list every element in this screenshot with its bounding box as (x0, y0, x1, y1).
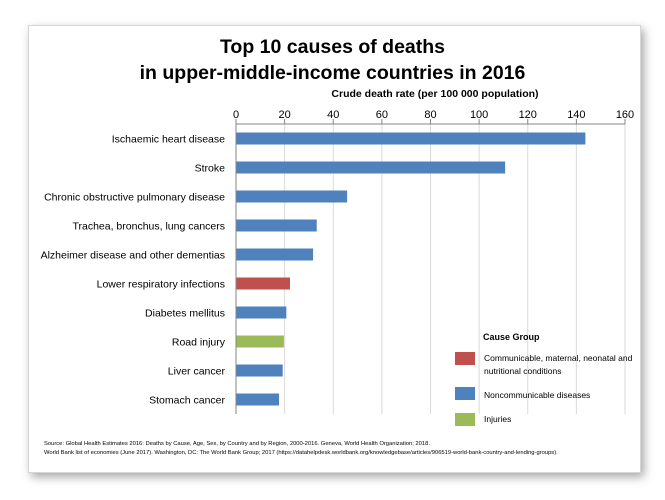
x-tick-label: 140 (567, 109, 585, 121)
x-tick-label: 120 (519, 109, 537, 121)
bar (236, 335, 284, 348)
category-label: Road injury (172, 337, 226, 349)
legend-label-communicable: Communicable, maternal, neonatal and nut… (484, 353, 633, 376)
legend-item-noncommunicable: Noncommunicable diseases (455, 387, 634, 402)
category-label: Stroke (195, 163, 226, 175)
legend-title: Cause Group (483, 332, 540, 342)
chart-card (28, 25, 641, 473)
x-tick-label: 20 (279, 109, 291, 121)
category-label: Alzheimer disease and other dementias (41, 250, 225, 262)
x-tick-label: 160 (616, 109, 634, 121)
source-line-1: Source: Global Health Estimates 2016: De… (44, 441, 430, 447)
category-label: Liver cancer (168, 366, 226, 378)
bar (236, 277, 290, 290)
bar (236, 364, 283, 377)
chart-title-line1: Top 10 causes of deaths (219, 36, 446, 58)
bar (236, 132, 586, 145)
legend-item-injuries: Injuries (455, 413, 634, 426)
chart-title-line2: in upper-middle-income countries in 2016 (139, 62, 526, 84)
legend-swatch-noncommunicable (455, 387, 475, 400)
legend-swatch-communicable (455, 352, 475, 365)
bar (236, 248, 314, 261)
bar (236, 306, 287, 319)
x-tick-label: 0 (233, 109, 239, 121)
category-label: Chronic obstructive pulmonary disease (44, 192, 225, 204)
legend-label-injuries: Injuries (484, 414, 512, 424)
bar (236, 219, 317, 232)
x-tick-label: 80 (424, 109, 436, 121)
bar (236, 161, 506, 174)
source-line-2: World Bank list of economies (June 2017)… (44, 450, 558, 456)
legend-swatch-injuries (455, 413, 475, 426)
legend-label-noncommunicable: Noncommunicable diseases (484, 390, 591, 400)
bar (236, 190, 348, 203)
x-tick-label: 40 (327, 109, 339, 121)
category-label: Stomach cancer (149, 395, 225, 407)
category-label: Lower respiratory infections (97, 279, 225, 291)
x-tick-label: 60 (376, 109, 388, 121)
category-label: Ischaemic heart disease (112, 134, 225, 146)
legend-item-communicable: Communicable, maternal, neonatal and nut… (455, 352, 634, 377)
bar (236, 393, 280, 406)
category-label: Trachea, bronchus, lung cancers (72, 221, 225, 233)
x-tick-label: 100 (470, 109, 488, 121)
source-note: Source: Global Health Estimates 2016: De… (44, 440, 644, 458)
category-label: Diabetes mellitus (145, 308, 225, 320)
x-axis-label: Crude death rate (per 100 000 population… (331, 88, 539, 100)
